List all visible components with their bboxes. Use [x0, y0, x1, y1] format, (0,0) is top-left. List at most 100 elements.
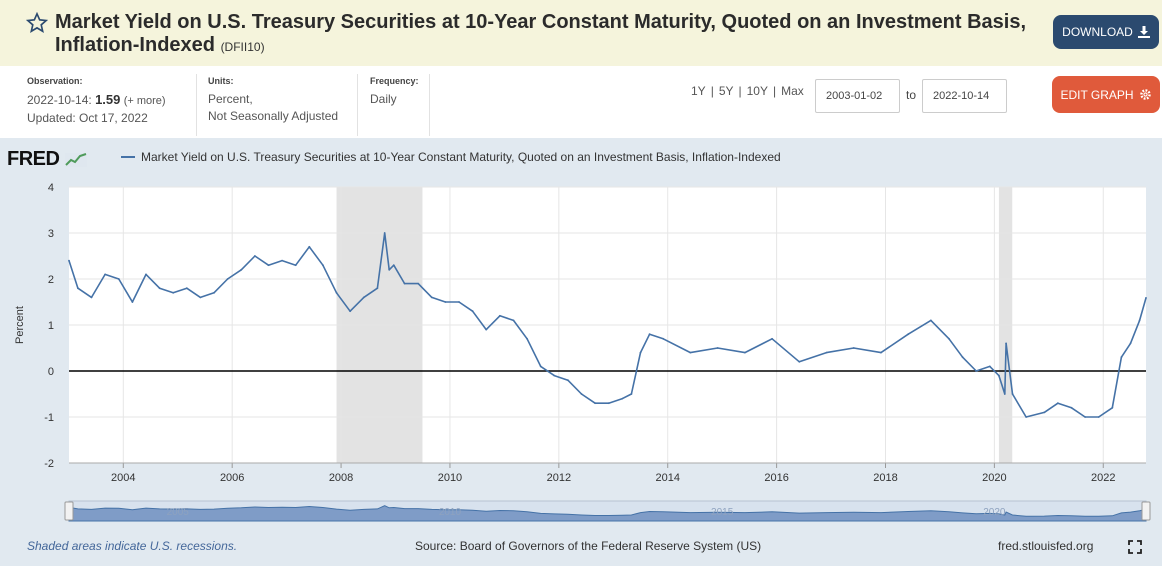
- range-separator: |: [710, 84, 714, 98]
- data-point: [322, 264, 324, 267]
- data-point: [1145, 296, 1147, 299]
- title-bar: Market Yield on U.S. Treasury Securities…: [0, 0, 1162, 66]
- data-point: [1005, 342, 1007, 345]
- data-point: [607, 402, 610, 405]
- legend-label: Market Yield on U.S. Treasury Securities…: [141, 150, 781, 164]
- x-tick-label: 2004: [111, 472, 135, 484]
- observation-value: 1.59: [95, 92, 121, 107]
- x-tick-label: 2014: [655, 472, 679, 484]
- fred-logo-text: FRED: [7, 148, 60, 170]
- data-point: [852, 347, 855, 349]
- frequency-value: Daily: [370, 92, 397, 106]
- download-label: DOWNLOAD: [1062, 25, 1133, 39]
- data-point: [185, 287, 188, 290]
- series-id: (DFII10): [220, 40, 265, 54]
- units-block: Units: Percent, Not Seasonally Adjusted: [208, 76, 338, 125]
- data-point: [458, 301, 460, 303]
- units-line2: Not Seasonally Adjusted: [208, 109, 339, 123]
- data-point: [213, 291, 215, 294]
- line-chart[interactable]: 4 3 2 1 0 -1 -2 2004 2006 2008 2010 2012 2014 2016 201…: [0, 138, 1162, 566]
- data-point: [1070, 406, 1073, 409]
- divider: [357, 74, 358, 136]
- data-point: [998, 374, 1000, 377]
- data-point: [880, 351, 882, 354]
- data-point: [580, 393, 583, 395]
- range-separator: |: [772, 84, 777, 98]
- edit-graph-button[interactable]: EDIT GRAPH: [1052, 76, 1160, 113]
- data-point: [825, 351, 828, 354]
- navigator-label: 2020: [983, 507, 1006, 518]
- edit-graph-label: EDIT GRAPH: [1060, 87, 1134, 102]
- star-icon[interactable]: [26, 12, 48, 34]
- fred-logo: FRED: [7, 148, 87, 171]
- x-tick-label: 2006: [220, 472, 244, 484]
- data-point: [621, 397, 624, 400]
- range-10y[interactable]: 10Y: [746, 84, 768, 98]
- site-link[interactable]: fred.stlouisfed.org: [998, 539, 1094, 553]
- data-point: [929, 319, 932, 322]
- end-date-input[interactable]: 2022-10-14: [922, 79, 1007, 113]
- x-tick-label: 2008: [329, 472, 353, 484]
- range-5y[interactable]: 5Y: [718, 84, 734, 98]
- data-point: [104, 273, 107, 276]
- data-point: [907, 333, 910, 336]
- y-tick-label: 1: [48, 320, 54, 332]
- data-point: [539, 365, 542, 368]
- data-point: [376, 287, 379, 290]
- observation-block: Observation: 2022-10-14: 1.59 (+ more) U…: [27, 76, 166, 127]
- data-point: [798, 360, 801, 363]
- data-point: [567, 379, 569, 382]
- data-point: [630, 393, 633, 395]
- data-point: [1084, 416, 1087, 418]
- data-point: [392, 264, 395, 267]
- data-point: [512, 319, 515, 322]
- data-point: [498, 314, 501, 317]
- frequency-label: Frequency:: [370, 76, 419, 86]
- data-point: [639, 351, 642, 354]
- data-point: [77, 287, 79, 290]
- data-point: [430, 296, 433, 299]
- navigator-label: 2015: [711, 507, 734, 518]
- data-point: [308, 245, 311, 248]
- x-tick-label: 2016: [764, 472, 788, 484]
- y-tick-label: -2: [44, 458, 54, 470]
- data-point: [335, 291, 338, 294]
- data-point: [253, 255, 256, 257]
- download-button[interactable]: DOWNLOAD: [1053, 15, 1159, 49]
- data-point: [349, 310, 352, 313]
- navigator-series: [68, 505, 1147, 522]
- navigator-handle[interactable]: [64, 501, 74, 521]
- y-axis-label: Percent: [14, 306, 26, 344]
- data-point: [68, 259, 70, 262]
- data-point: [648, 333, 651, 336]
- x-tick-label: 2018: [873, 472, 897, 484]
- observation-label: Observation:: [27, 76, 83, 86]
- data-point: [90, 296, 93, 299]
- data-point: [403, 282, 406, 285]
- data-point: [417, 282, 420, 285]
- y-tick-label: 2: [48, 274, 54, 286]
- range-max[interactable]: Max: [781, 84, 804, 98]
- data-point: [117, 278, 120, 280]
- data-point: [1003, 393, 1006, 395]
- navigator-label: 2010: [439, 507, 462, 518]
- data-point: [444, 301, 447, 303]
- data-point: [1056, 402, 1059, 405]
- fullscreen-icon[interactable]: [1128, 540, 1142, 554]
- data-point: [662, 337, 665, 340]
- data-point: [689, 351, 692, 354]
- data-point: [948, 337, 950, 340]
- observation-date: 2022-10-14:: [27, 93, 92, 107]
- download-icon: [1137, 26, 1150, 38]
- data-point: [1129, 342, 1132, 345]
- x-tick-label: 2022: [1091, 472, 1115, 484]
- range-1y[interactable]: 1Y: [691, 84, 706, 98]
- navigator-handle[interactable]: [1141, 501, 1151, 521]
- data-point: [1025, 416, 1028, 418]
- legend-swatch: [121, 156, 135, 158]
- start-date-input[interactable]: 2003-01-02: [815, 79, 900, 113]
- observation-more-link[interactable]: (+ more): [123, 95, 166, 107]
- range-separator: |: [738, 84, 742, 98]
- data-point: [1120, 356, 1123, 359]
- data-point: [1097, 416, 1100, 418]
